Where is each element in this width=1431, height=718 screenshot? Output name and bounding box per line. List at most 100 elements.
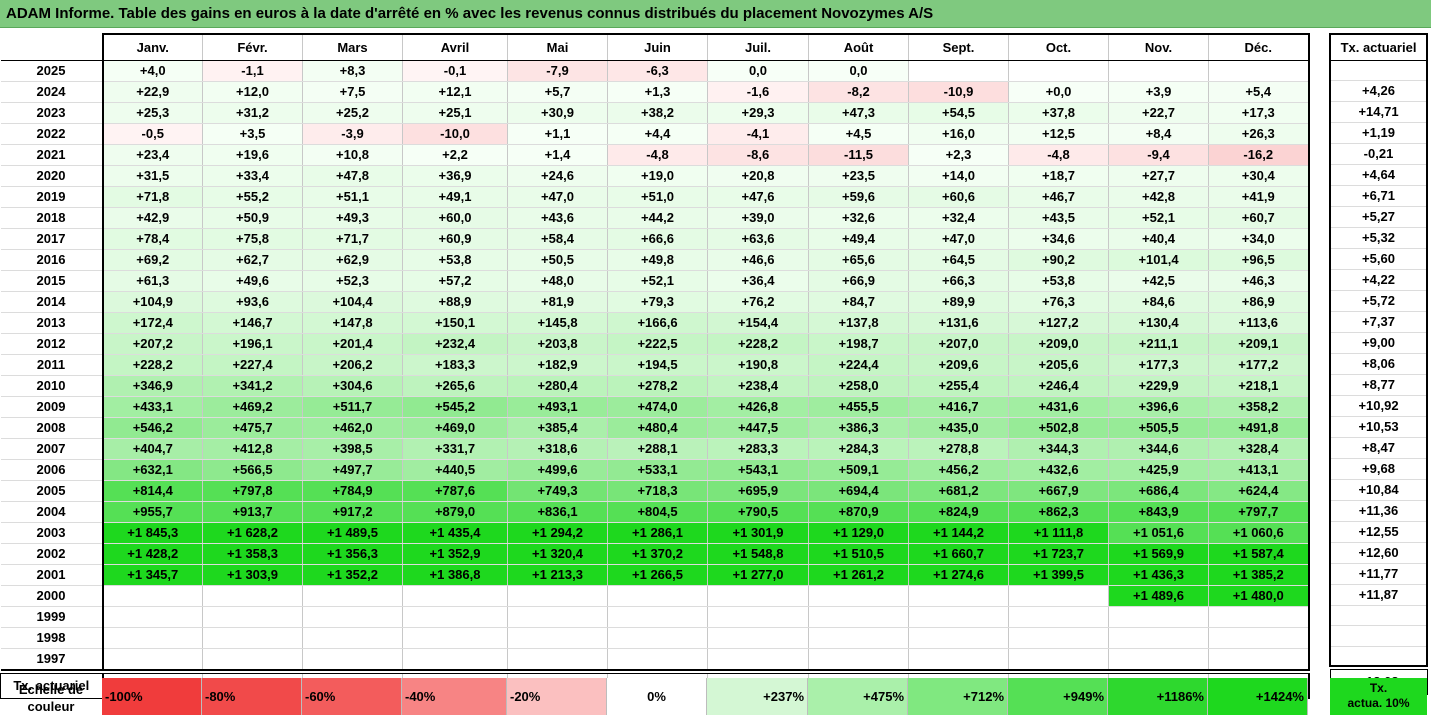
gain-cell: +1 266,5 <box>607 564 708 586</box>
gain-cell: +23,4 <box>101 144 203 166</box>
gain-cell: 0,0 <box>808 60 909 82</box>
table-row: 2024 +22,9 +12,0 +7,5 +12,1 +5,7 +1,3 -1,6 -8,2-… <box>0 81 1310 103</box>
gain-cell <box>101 648 203 671</box>
gain-cell: +497,7 <box>302 459 403 481</box>
actuarial-rate-cell: +11,36 <box>1329 500 1428 523</box>
gain-cell: +209,1 <box>1208 333 1310 355</box>
gain-cell: +1 510,5 <box>808 543 909 565</box>
gain-cell: +57,2 <box>402 270 508 292</box>
year-label: 2021 <box>0 144 103 166</box>
gain-cell: +34,0 <box>1208 228 1310 250</box>
gain-cell: +344,6 <box>1108 438 1209 460</box>
gain-cell: +1 660,7 <box>908 543 1009 565</box>
color-scale-step: -40% <box>402 678 507 715</box>
gain-cell: -3,9 <box>302 123 403 145</box>
gain-cell: +78,4 <box>101 228 203 250</box>
table-row: 2009 +433,1 +469,2 +511,7 +545,2 +493,1 +474,0… <box>0 396 1310 418</box>
gain-cell: +255,4 <box>908 375 1009 397</box>
gains-table: Janv. Févr. Mars Avril Mai Juin Juil. Août Sept.… <box>0 33 1310 699</box>
gain-cell: +17,3 <box>1208 102 1310 124</box>
table-row: 2003 +1 845,3 +1 628,2 +1 489,5 +1 435,4 +1 2… <box>0 522 1310 544</box>
gain-cell: +209,0 <box>1008 333 1109 355</box>
gain-cell: +278,8 <box>908 438 1009 460</box>
gain-cell <box>202 606 303 628</box>
actuarial-rate-cell: +5,32 <box>1329 227 1428 250</box>
gain-cell: +26,3 <box>1208 123 1310 145</box>
gain-cell: +12,1 <box>402 81 508 103</box>
gain-cell: +154,4 <box>707 312 809 334</box>
color-scale-tx-actuarial: Tx. actua. 10% <box>1330 678 1427 715</box>
actuarial-rate-cell: +4,26 <box>1329 80 1428 103</box>
gain-cell <box>302 627 403 649</box>
gain-cell: +1 428,2 <box>101 543 203 565</box>
gain-cell <box>707 648 809 671</box>
gain-cell: +1 129,0 <box>808 522 909 544</box>
gain-cell: +131,6 <box>908 312 1009 334</box>
color-scale-tx-line1: Tx. <box>1369 681 1388 695</box>
color-scale-step: -60% <box>302 678 402 715</box>
year-label: 2008 <box>0 417 103 439</box>
gain-cell: +14,0 <box>908 165 1009 187</box>
gain-cell: +431,6 <box>1008 396 1109 418</box>
year-label: 2012 <box>0 333 103 355</box>
color-scale-step: +712% <box>908 678 1008 715</box>
gain-cell <box>101 627 203 649</box>
gain-cell: +4,0 <box>101 60 203 82</box>
gain-cell: +52,1 <box>607 270 708 292</box>
gain-cell: +667,9 <box>1008 480 1109 502</box>
color-scale-tx-line2: actua. 10% <box>1347 696 1410 710</box>
gain-cell: +265,6 <box>402 375 508 397</box>
gain-cell: +456,2 <box>908 459 1009 481</box>
gain-cell: +955,7 <box>101 501 203 523</box>
gain-cell <box>1208 627 1310 649</box>
gain-cell <box>302 648 403 671</box>
gain-cell: +218,1 <box>1208 375 1310 397</box>
header-corner <box>0 34 103 61</box>
gain-cell: +42,8 <box>1108 186 1209 208</box>
gain-cell: +25,2 <box>302 102 403 124</box>
year-label: 2013 <box>0 312 103 334</box>
gain-cell: +146,7 <box>202 312 303 334</box>
gain-cell <box>507 648 608 671</box>
gain-cell: +331,7 <box>402 438 508 460</box>
gain-cell: +36,9 <box>402 165 508 187</box>
gain-cell <box>302 585 403 607</box>
gain-cell <box>707 627 809 649</box>
month-header: Juil. <box>707 33 809 61</box>
gain-cell: +29,3 <box>707 102 809 124</box>
gain-cell: +62,7 <box>202 249 303 271</box>
gain-cell: +0,0 <box>1008 81 1109 103</box>
table-row: 2005 +814,4 +797,8 +784,9 +787,6 +749,3 +718,3… <box>0 480 1310 502</box>
gain-cell <box>507 606 608 628</box>
month-header: Janv. <box>101 33 203 61</box>
year-label: 2018 <box>0 207 103 229</box>
gain-cell: +632,1 <box>101 459 203 481</box>
actuarial-rate-cell: +11,77 <box>1329 563 1428 586</box>
gain-cell: +43,5 <box>1008 207 1109 229</box>
gain-cell: +104,4 <box>302 291 403 313</box>
gain-cell: +42,5 <box>1108 270 1209 292</box>
gain-cell: +88,9 <box>402 291 508 313</box>
table-row: 2016 +69,2 +62,7 +62,9 +53,8 +50,5 +49,8 +46,6 +… <box>0 249 1310 271</box>
gain-cell: +86,9 <box>1208 291 1310 313</box>
gain-cell: +1 480,0 <box>1208 585 1310 607</box>
gain-cell: +183,3 <box>402 354 508 376</box>
gain-cell: +49,3 <box>302 207 403 229</box>
table-row: 2019 +71,8 +55,2 +51,1 +49,1 +47,0 +51,0 +47,6 +… <box>0 186 1310 208</box>
year-label: 2023 <box>0 102 103 124</box>
gain-cell: +42,9 <box>101 207 203 229</box>
actuarial-rate-cell: +4,64 <box>1329 164 1428 187</box>
table-row: 2023 +25,3 +31,2 +25,2 +25,1 +30,9 +38,2 +29,3 +… <box>0 102 1310 124</box>
year-label: 2015 <box>0 270 103 292</box>
gain-cell: +5,7 <box>507 81 608 103</box>
gain-cell: +318,6 <box>507 438 608 460</box>
table-row: 2011 +228,2 +227,4 +206,2 +183,3 +182,9 +194,5… <box>0 354 1310 376</box>
gain-cell: +879,0 <box>402 501 508 523</box>
gain-cell: -8,6 <box>707 144 809 166</box>
gain-cell: +49,4 <box>808 228 909 250</box>
year-label: 2017 <box>0 228 103 250</box>
gain-cell: +718,3 <box>607 480 708 502</box>
gain-cell: +328,4 <box>1208 438 1310 460</box>
year-label: 2007 <box>0 438 103 460</box>
gain-cell: +27,7 <box>1108 165 1209 187</box>
